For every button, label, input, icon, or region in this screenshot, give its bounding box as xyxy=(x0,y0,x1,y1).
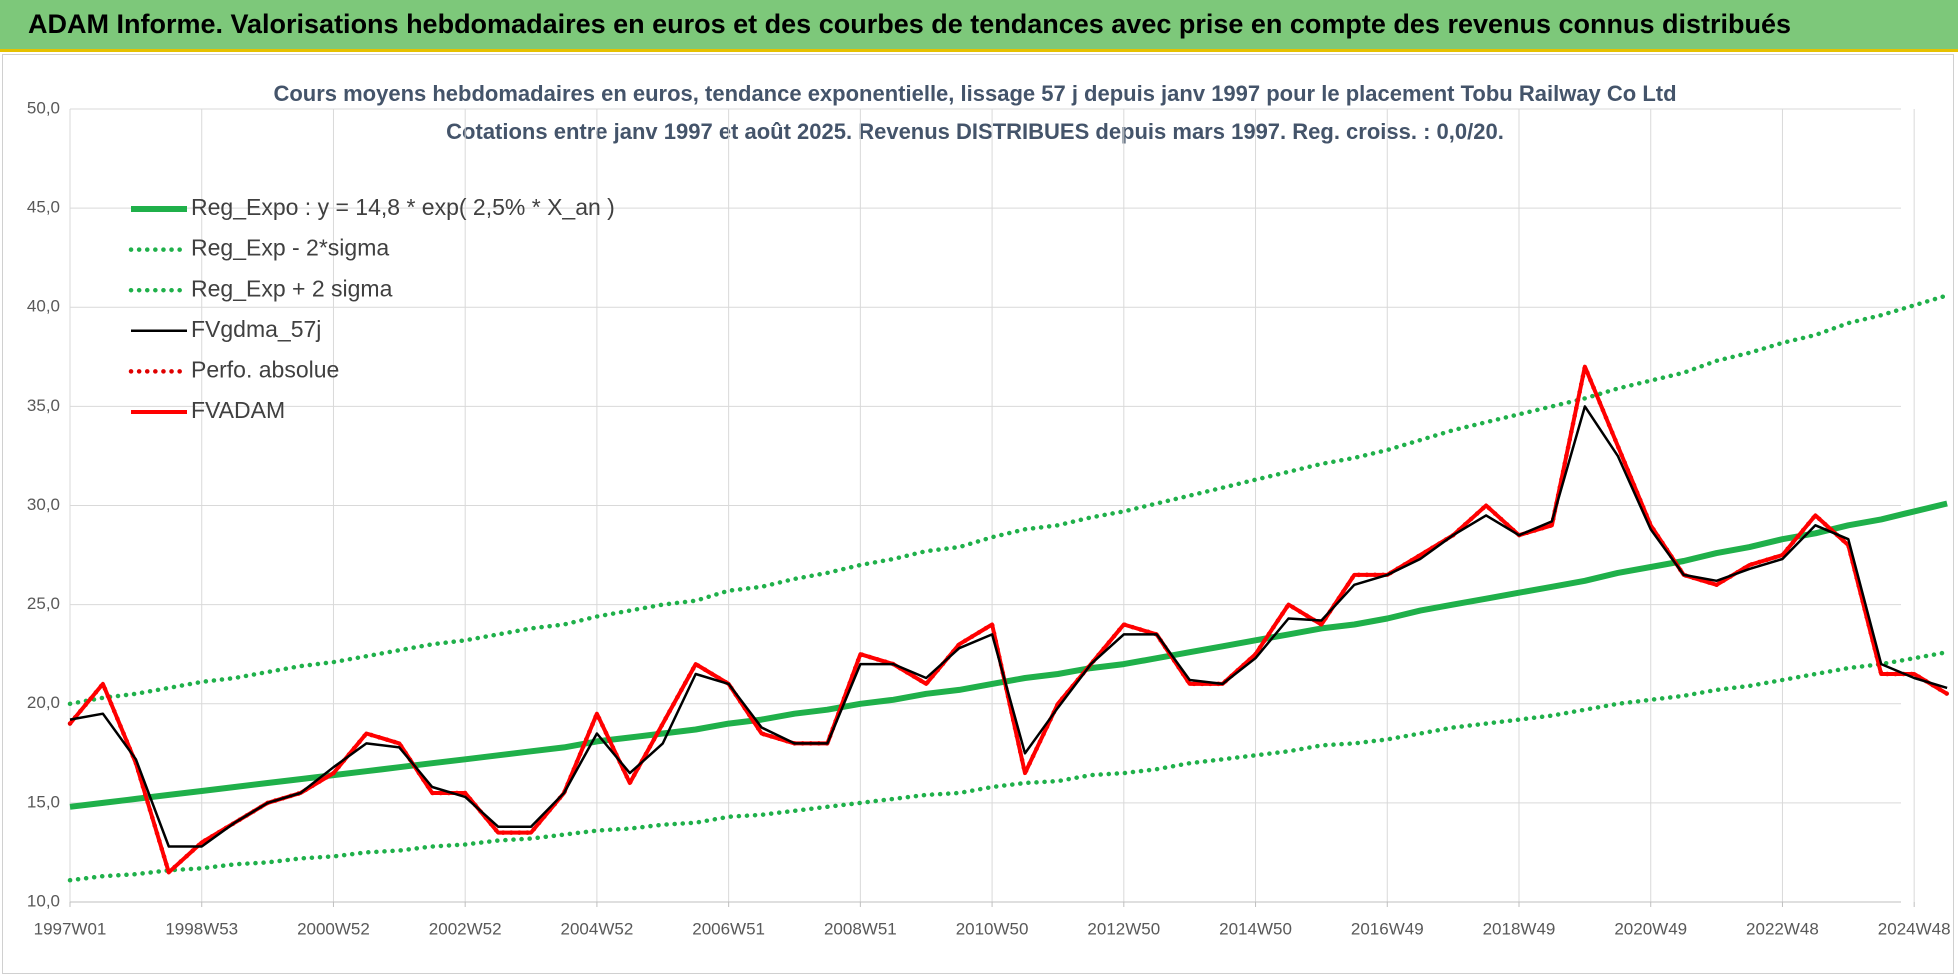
x-tick-label: 1998W53 xyxy=(165,919,238,938)
x-tick-label: 2010W50 xyxy=(956,919,1029,938)
x-tick-label: 2012W50 xyxy=(1087,919,1160,938)
y-tick-label: 50,0 xyxy=(27,98,60,117)
y-tick-label: 25,0 xyxy=(27,594,60,613)
chart-frame xyxy=(2,54,1954,974)
x-tick-label: 2022W48 xyxy=(1746,919,1819,938)
legend-label: Reg_Exp - 2*sigma xyxy=(191,235,389,261)
series-line xyxy=(69,500,1948,810)
series-line xyxy=(67,293,1950,707)
series-line xyxy=(67,649,1950,883)
series-line xyxy=(67,364,1950,875)
x-tick-label: 2014W50 xyxy=(1219,919,1292,938)
x-tick-label: 2018W49 xyxy=(1483,919,1556,938)
x-tick-label: 2008W51 xyxy=(824,919,897,938)
y-tick-label: 10,0 xyxy=(27,891,60,910)
y-tick-label: 35,0 xyxy=(27,396,60,415)
header-bar: ADAM Informe. Valorisations hebdomadaire… xyxy=(0,0,1958,52)
y-tick-label: 20,0 xyxy=(27,693,60,712)
legend-label: Reg_Expo : y = 14,8 * exp( 2,5% * X_an ) xyxy=(191,194,615,220)
legend-label: Perfo. absolue xyxy=(191,356,339,382)
x-tick-label: 2004W52 xyxy=(561,919,634,938)
x-tick-label: 2020W49 xyxy=(1614,919,1687,938)
y-tick-label: 40,0 xyxy=(27,297,60,316)
header-title: ADAM Informe. Valorisations hebdomadaire… xyxy=(28,9,1792,39)
x-tick-label: 2006W51 xyxy=(692,919,765,938)
x-tick-label: 2016W49 xyxy=(1351,919,1424,938)
x-tick-label: 2024W48 xyxy=(1878,919,1951,938)
series-line xyxy=(68,364,1949,875)
legend-label: FVADAM xyxy=(191,397,285,423)
legend-label: FVgdma_57j xyxy=(191,316,321,342)
y-tick-label: 30,0 xyxy=(27,495,60,514)
chart-title: Cours moyens hebdomadaires en euros, ten… xyxy=(273,81,1676,106)
legend-label: Reg_Exp + 2 sigma xyxy=(191,275,393,301)
series-line xyxy=(69,405,1948,848)
x-tick-label: 2000W52 xyxy=(297,919,370,938)
y-tick-label: 15,0 xyxy=(27,792,60,811)
chart-subtitle: Cotations entre janv 1997 et août 2025. … xyxy=(446,119,1504,144)
x-tick-label: 2002W52 xyxy=(429,919,502,938)
x-tick-label: 1997W01 xyxy=(34,919,107,938)
y-tick-label: 45,0 xyxy=(27,198,60,217)
grid xyxy=(69,108,1915,903)
